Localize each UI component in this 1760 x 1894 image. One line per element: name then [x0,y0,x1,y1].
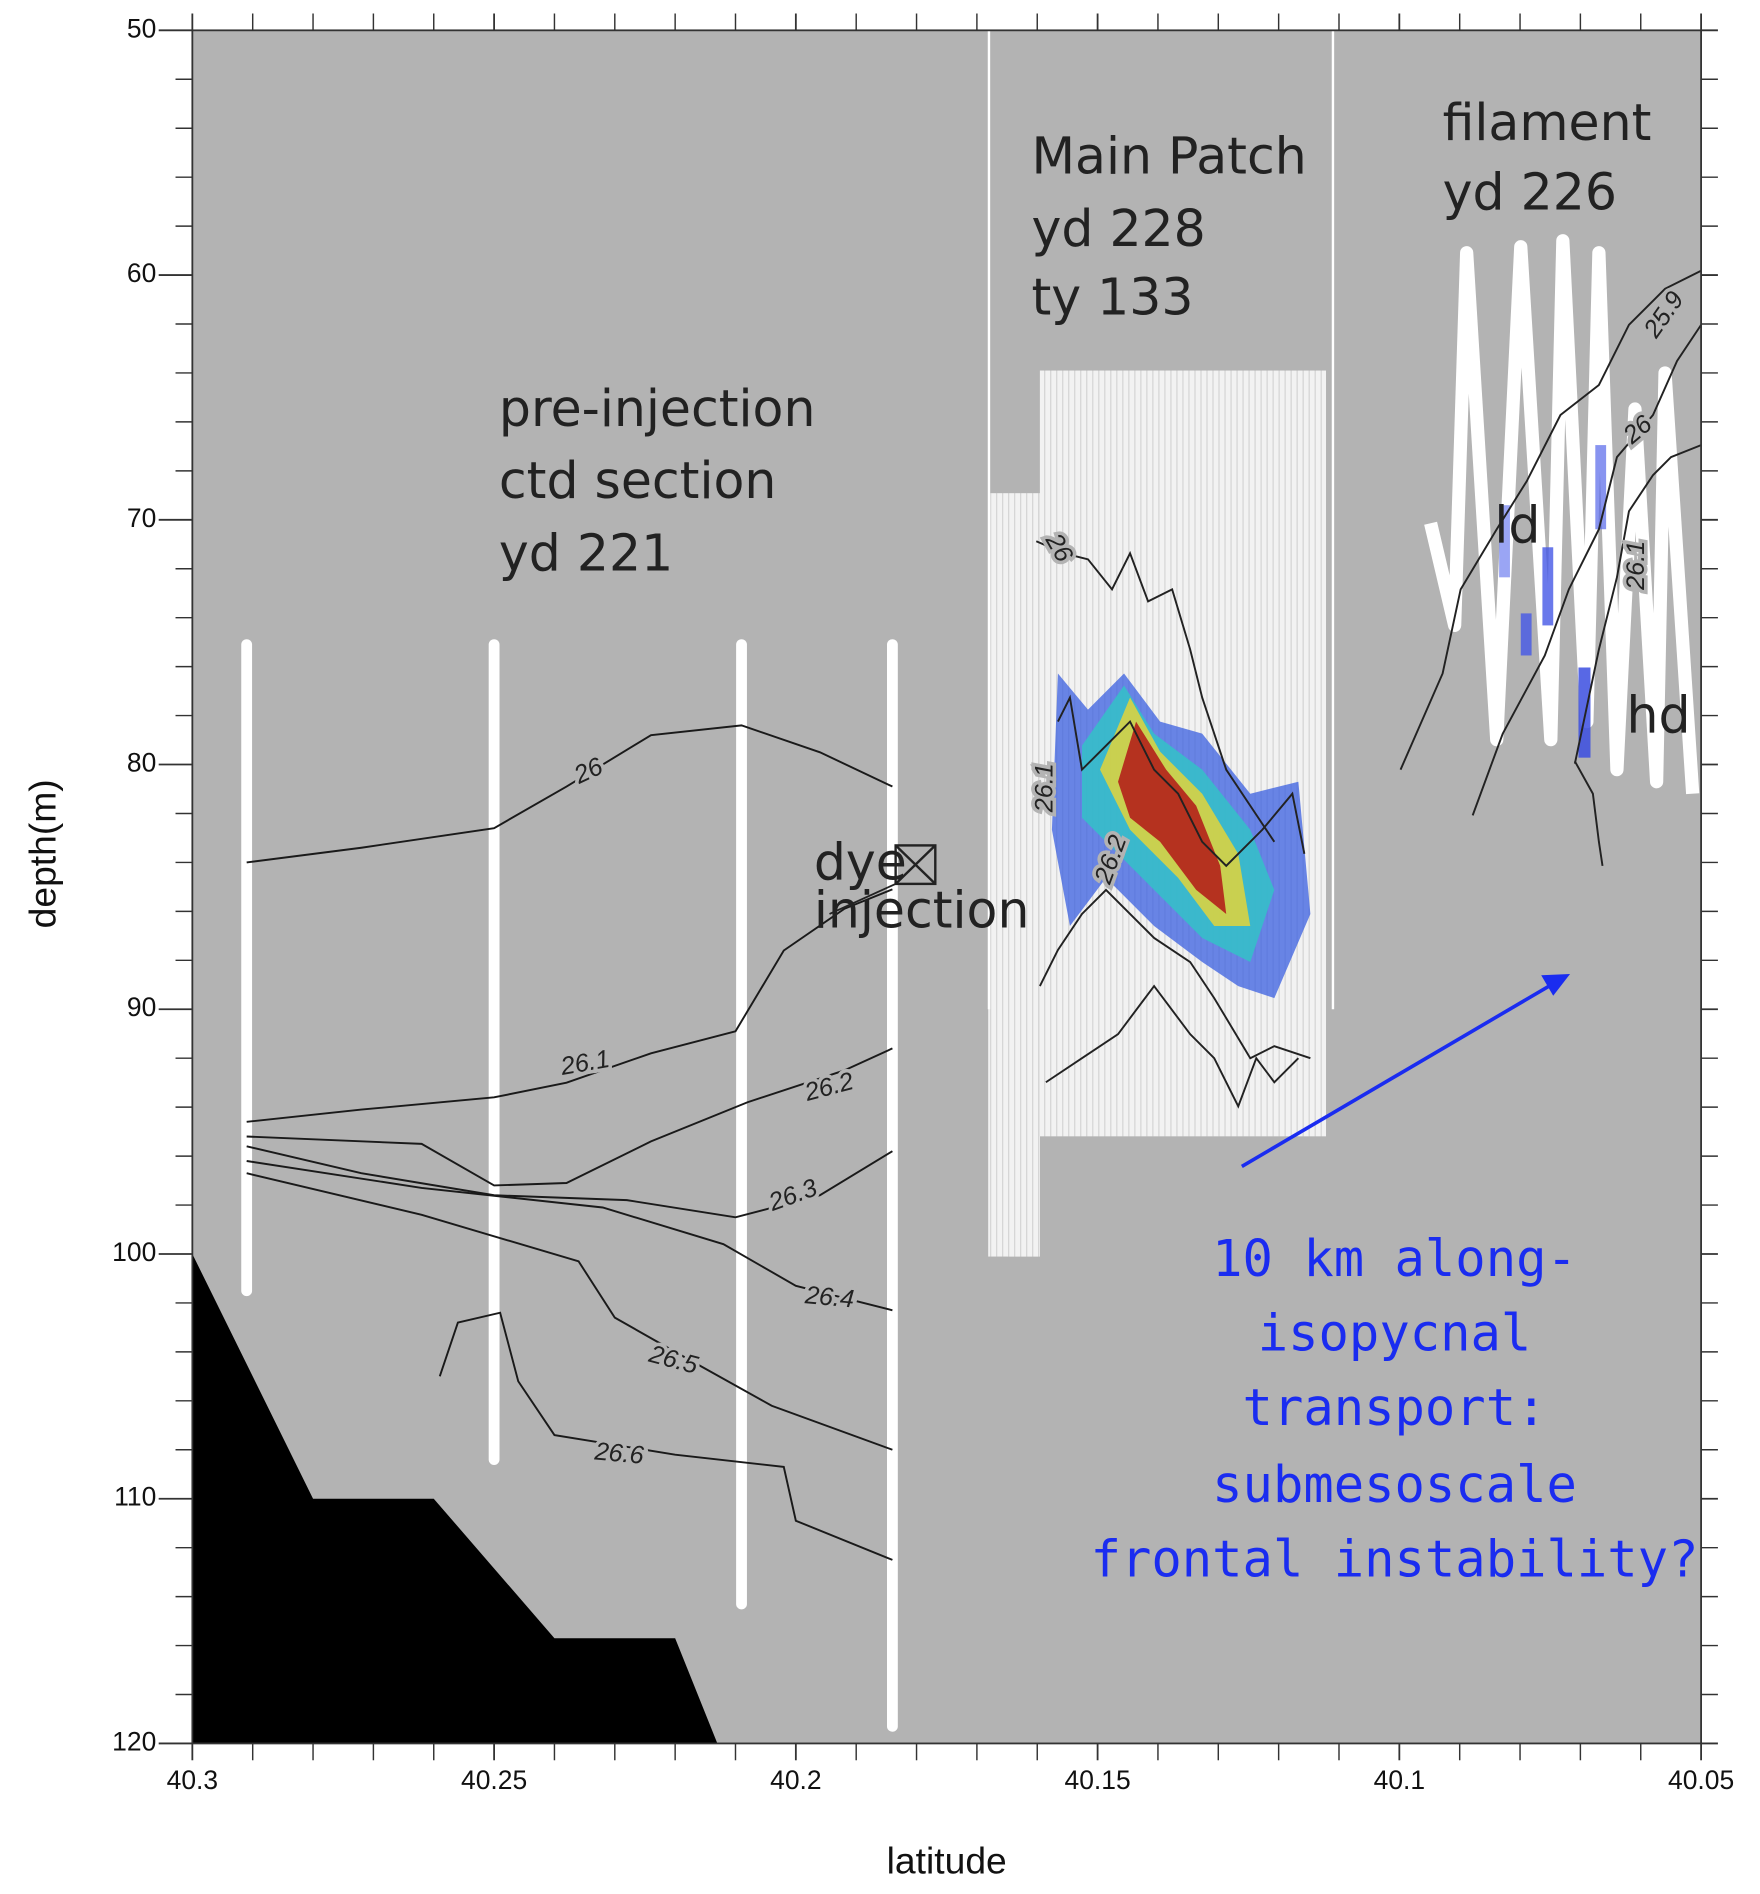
x-tick-label: 40.05 [1668,1765,1734,1795]
section-label: pre-injection [499,379,816,438]
x-tick-label: 40.25 [461,1765,527,1795]
y-tick-label: 110 [114,1482,156,1512]
injection-label: injection [814,880,1030,939]
filament-label: ld [1494,496,1540,555]
transport-annotation: transport: [1243,1378,1547,1437]
filament-label: hd [1627,686,1691,745]
contour-label: 26.6 [593,1437,646,1469]
y-tick-label: 100 [112,1237,156,1267]
transport-annotation: frontal instability? [1091,1530,1699,1589]
x-tick-label: 40.1 [1374,1765,1425,1795]
y-tick-label: 60 [127,258,156,288]
y-tick-label: 120 [112,1726,156,1756]
contour-label: 26.1 [1622,541,1650,591]
transport-annotation: submesoscale [1212,1455,1577,1514]
section-label: yd 228 [1031,199,1205,258]
transport-annotation: 10 km along- [1212,1229,1577,1288]
y-tick-label: 80 [127,748,156,778]
section-label: ty 133 [1031,267,1193,326]
x-tick-label: 40.3 [167,1765,218,1795]
chart: 2626.126.226.326.426.526.650607080901001… [0,0,1760,1894]
y-tick-label: 90 [127,992,156,1022]
section-label: yd 221 [499,523,673,582]
contour-label: 26.1 [1031,763,1059,813]
x-tick-label: 40.15 [1065,1765,1131,1795]
x-axis-label: latitude [887,1840,1007,1882]
section-label: filament [1443,93,1652,152]
x-tick-label: 40.2 [770,1765,821,1795]
transport-annotation: isopycnal [1258,1304,1532,1363]
contour-label: 26.4 [803,1281,855,1313]
y-tick-label: 70 [127,503,156,533]
y-tick-label: 50 [127,13,156,43]
section-label: yd 226 [1443,163,1617,222]
y-axis-label: depth(m) [22,779,64,928]
section-label: ctd section [499,451,776,510]
page: {"chart_data": {"type": "section", "xlab… [0,0,1760,1894]
section-label: Main Patch [1031,127,1306,186]
